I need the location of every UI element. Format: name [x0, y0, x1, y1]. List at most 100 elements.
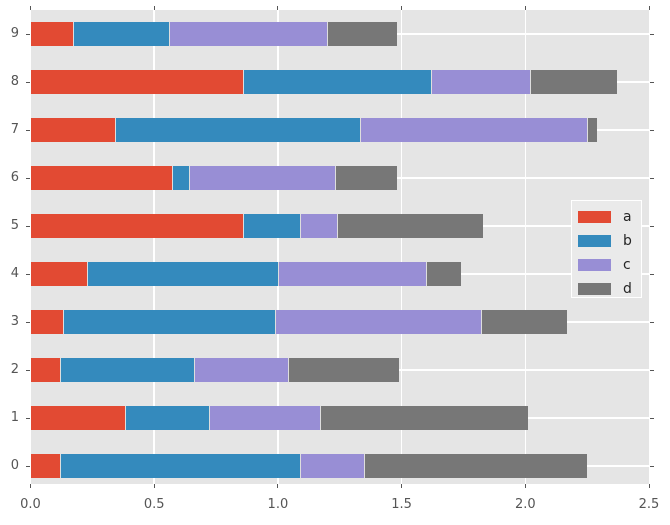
bar-9-segment-a	[30, 22, 73, 46]
y-tick	[26, 369, 30, 371]
y-tick-label: 8	[10, 74, 19, 89]
bar-0-segment-d	[364, 454, 588, 478]
legend-label-a: a	[623, 209, 632, 225]
bar-8-segment-a	[30, 70, 244, 94]
bar-row-6	[30, 166, 650, 190]
legend-swatch-b	[578, 235, 611, 247]
y-tick	[649, 321, 654, 323]
x-tick-label: 0.0	[20, 497, 41, 512]
legend-label-b: b	[623, 233, 632, 249]
y-tick	[649, 129, 654, 131]
x-tick	[277, 484, 279, 488]
bar-6-segment-b	[171, 166, 189, 190]
bar-0-segment-c	[300, 454, 365, 478]
x-tick	[30, 484, 31, 488]
y-tick-label: 6	[10, 170, 19, 185]
x-tick	[401, 5, 403, 10]
x-tick	[524, 484, 526, 488]
gridline-vertical	[524, 10, 527, 484]
y-tick-label: 2	[10, 362, 19, 377]
y-tick	[26, 177, 30, 179]
bar-0-segment-a	[30, 454, 61, 478]
bar-9-segment-c	[169, 22, 328, 46]
y-tick	[649, 273, 654, 275]
x-tick	[401, 484, 403, 488]
y-tick	[649, 465, 654, 467]
legend-entry-d: d	[572, 277, 641, 301]
bar-0-segment-b	[60, 454, 301, 478]
legend-label-d: d	[623, 281, 632, 297]
x-tick-label: 2.0	[514, 497, 536, 512]
bar-row-2	[30, 358, 650, 382]
bar-4-segment-b	[87, 262, 278, 286]
bar-6-segment-a	[30, 166, 172, 190]
y-tick	[26, 81, 30, 83]
bar-3-segment-b	[62, 310, 276, 334]
bar-7-segment-c	[359, 118, 588, 142]
legend-entry-b: b	[572, 229, 641, 253]
y-tick	[649, 81, 654, 83]
x-tick-label: 2.5	[638, 497, 660, 512]
bar-row-5	[30, 214, 650, 238]
y-tick	[26, 225, 30, 227]
x-tick-label: 1.0	[267, 497, 289, 512]
y-tick	[649, 417, 654, 419]
y-tick-label: 4	[10, 266, 19, 281]
y-tick	[649, 369, 654, 371]
y-tick	[26, 33, 30, 35]
bar-3-segment-c	[275, 310, 481, 334]
x-tick	[153, 484, 155, 488]
bar-1-segment-b	[124, 406, 209, 430]
bar-4-segment-d	[426, 262, 461, 286]
bar-2-segment-d	[287, 358, 400, 382]
bar-2-segment-a	[30, 358, 61, 382]
y-tick	[649, 33, 654, 35]
x-tick-label: 1.5	[391, 497, 412, 512]
bar-8-segment-c	[431, 70, 531, 94]
bar-3-segment-d	[480, 310, 568, 334]
y-tick-label: 7	[10, 122, 19, 137]
bar-7-segment-a	[30, 118, 115, 142]
y-tick	[649, 225, 654, 227]
bar-7-segment-b	[114, 118, 360, 142]
y-tick	[26, 273, 30, 275]
legend-swatch-c	[578, 259, 611, 271]
bar-1-segment-d	[319, 406, 528, 430]
legend-entry-a: a	[572, 205, 641, 229]
bar-8-segment-b	[243, 70, 432, 94]
bar-row-1	[30, 406, 650, 430]
gridline-vertical	[400, 10, 403, 484]
y-tick	[26, 465, 30, 467]
y-tick-label: 1	[10, 410, 19, 425]
y-tick	[26, 417, 30, 419]
x-tick	[648, 5, 650, 10]
bar-2-segment-c	[193, 358, 288, 382]
x-tick	[277, 5, 279, 10]
gridline-vertical	[277, 10, 279, 484]
bar-row-8	[30, 70, 650, 94]
legend: a b c d	[571, 200, 642, 298]
y-tick-label: 5	[10, 218, 19, 233]
bar-4-segment-c	[277, 262, 427, 286]
y-tick-label: 9	[10, 26, 19, 41]
bar-5-segment-d	[337, 214, 484, 238]
x-tick	[153, 5, 155, 10]
bar-row-4	[30, 262, 650, 286]
legend-label-c: c	[623, 257, 631, 273]
legend-entry-c: c	[572, 253, 641, 277]
gridline-vertical	[153, 10, 155, 484]
y-tick	[26, 129, 30, 131]
bar-row-0	[30, 454, 650, 478]
bar-5-segment-a	[30, 214, 244, 238]
bar-7-segment-d	[587, 118, 598, 142]
x-tick	[524, 5, 526, 10]
bar-9-segment-d	[327, 22, 397, 46]
bar-8-segment-d	[530, 70, 617, 94]
bar-row-7	[30, 118, 650, 142]
bar-9-segment-b	[72, 22, 170, 46]
bar-row-9	[30, 22, 650, 46]
bar-4-segment-a	[30, 262, 88, 286]
bar-2-segment-b	[60, 358, 194, 382]
y-tick-label: 3	[10, 314, 19, 329]
